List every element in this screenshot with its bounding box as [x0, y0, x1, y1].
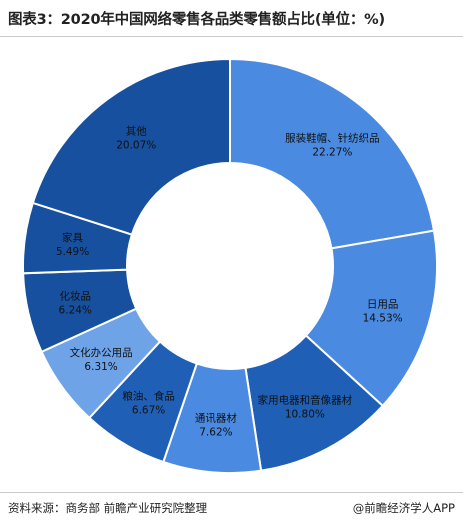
slice-value-label: 20.07%	[116, 140, 156, 152]
slice-value-label: 6.31%	[84, 361, 117, 373]
donut-chart: 服装鞋帽、针纺织品 22.27% 日用品 14.53% 家用电器和音像器材 10.80% 通…	[22, 57, 438, 474]
slice-category-label: 其他	[126, 125, 147, 138]
slice-category-label: 化妆品	[59, 289, 91, 302]
chart-title: 图表3：2020年中国网络零售各品类零售额占比(单位：%)	[8, 12, 385, 28]
slice-category-label: 文化办公用品	[70, 346, 133, 359]
slice-labels: 服装鞋帽、针纺织品 22.27% 日用品 14.53% 家用电器和音像器材 10.80% 通…	[56, 125, 403, 439]
slice-value-label: 5.49%	[56, 246, 89, 258]
title-divider	[0, 36, 463, 37]
slice-category-label: 粮油、食品	[122, 390, 175, 403]
slice-value-label: 22.27%	[312, 146, 352, 158]
donut-slices	[22, 57, 438, 474]
slice-1	[229, 57, 436, 250]
slice-category-label: 日用品	[367, 299, 399, 311]
slice-category-label: 服装鞋帽、针纺织品	[285, 131, 380, 144]
slice-9	[31, 57, 231, 236]
slice-category-label: 家用电器和音像器材	[258, 393, 353, 406]
slice-value-label: 10.80%	[285, 408, 325, 420]
slice-category-label: 通讯器材	[195, 411, 237, 424]
slice-value-label: 6.24%	[59, 304, 92, 316]
slice-value-label: 14.53%	[363, 313, 403, 325]
slice-value-label: 6.67%	[132, 405, 165, 417]
footer-divider	[0, 492, 463, 493]
slice-category-label: 家具	[62, 231, 83, 244]
source-note: 资料来源：商务部 前瞻产业研究院整理	[8, 501, 208, 515]
brand-credit: @前瞻经济学人APP	[352, 501, 455, 515]
slice-value-label: 7.62%	[199, 426, 232, 438]
